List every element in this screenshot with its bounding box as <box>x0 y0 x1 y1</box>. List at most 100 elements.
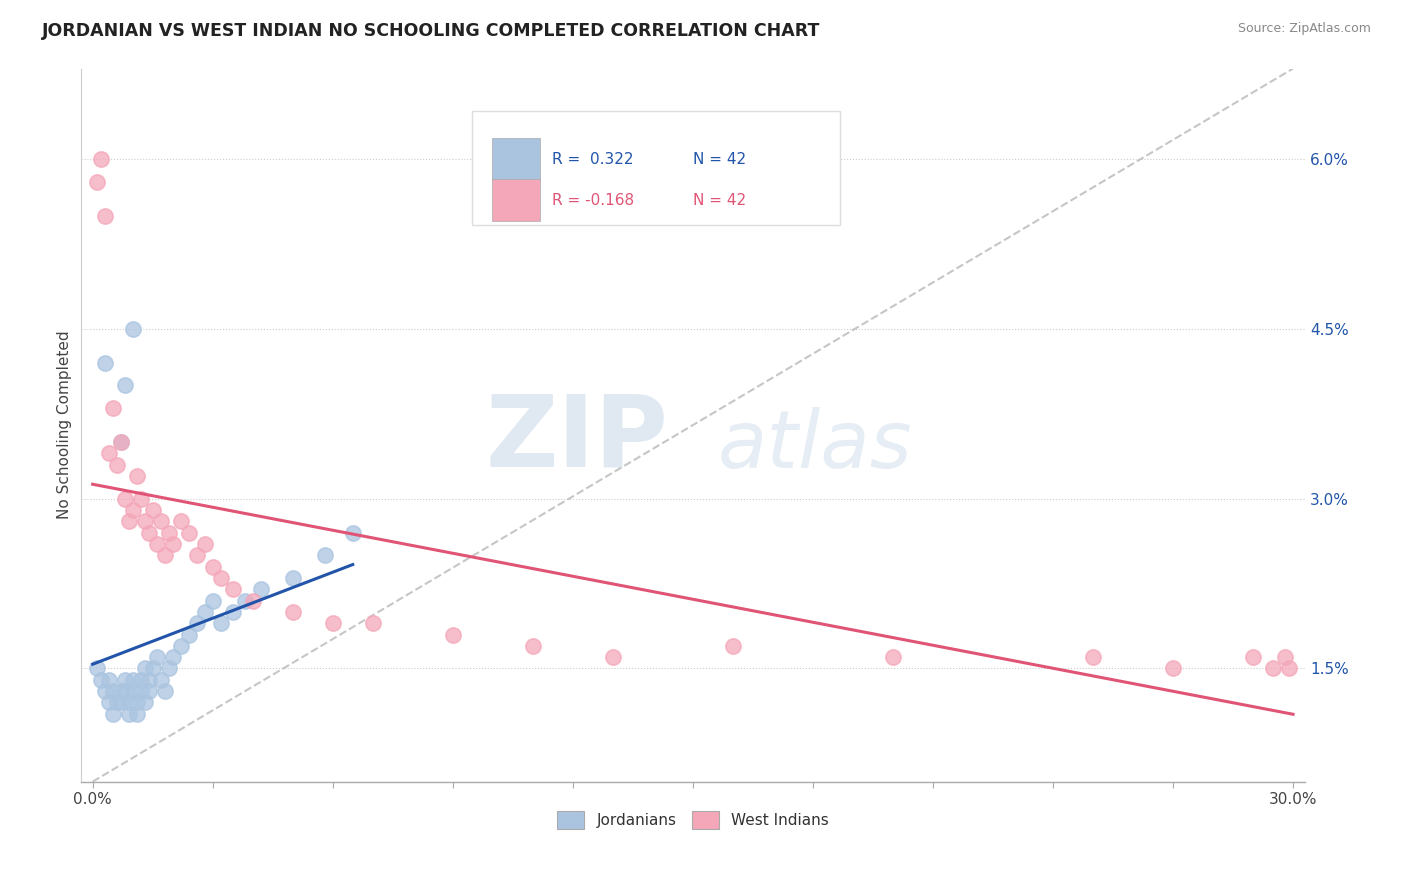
Point <box>157 661 180 675</box>
Point <box>249 582 271 597</box>
Point <box>153 684 176 698</box>
Text: N = 42: N = 42 <box>693 193 747 208</box>
Point <box>93 684 115 698</box>
Point <box>149 673 172 687</box>
Point <box>281 571 304 585</box>
Point <box>134 514 156 528</box>
Point <box>314 548 336 562</box>
Point <box>129 684 152 698</box>
Point <box>118 695 141 709</box>
Legend: Jordanians, West Indians: Jordanians, West Indians <box>551 805 835 835</box>
Point <box>97 673 120 687</box>
Point <box>1081 650 1104 665</box>
Point <box>129 491 152 506</box>
Point <box>138 525 160 540</box>
Point <box>177 627 200 641</box>
Point <box>194 605 217 619</box>
Point <box>177 525 200 540</box>
Point <box>105 695 128 709</box>
Point <box>138 673 160 687</box>
Point <box>110 684 132 698</box>
Point <box>142 503 165 517</box>
Point <box>121 322 143 336</box>
Point <box>93 356 115 370</box>
Point <box>233 593 256 607</box>
Point <box>242 593 264 607</box>
Point <box>118 514 141 528</box>
FancyBboxPatch shape <box>492 138 540 180</box>
Point <box>1261 661 1284 675</box>
Point <box>145 537 167 551</box>
Point <box>114 378 136 392</box>
Point <box>93 209 115 223</box>
Point <box>118 706 141 721</box>
Point <box>90 152 112 166</box>
Point <box>209 616 232 631</box>
Point <box>121 503 143 517</box>
Point <box>125 695 148 709</box>
Point <box>157 525 180 540</box>
Point <box>134 661 156 675</box>
Point <box>101 706 124 721</box>
Point <box>121 673 143 687</box>
Point <box>114 673 136 687</box>
Point <box>361 616 384 631</box>
Point <box>522 639 544 653</box>
Text: atlas: atlas <box>717 408 912 485</box>
Point <box>602 650 624 665</box>
Point <box>170 514 193 528</box>
Point <box>105 458 128 472</box>
Point <box>441 627 464 641</box>
Point <box>110 435 132 450</box>
Point <box>162 537 184 551</box>
Point <box>322 616 344 631</box>
Text: R = -0.168: R = -0.168 <box>553 193 634 208</box>
Text: ZIP: ZIP <box>485 391 668 488</box>
Point <box>1278 661 1301 675</box>
Point <box>101 401 124 416</box>
Point <box>129 673 152 687</box>
Point <box>134 695 156 709</box>
Point <box>342 525 364 540</box>
Point <box>86 175 108 189</box>
Point <box>1274 650 1296 665</box>
Y-axis label: No Schooling Completed: No Schooling Completed <box>58 331 72 519</box>
Point <box>101 684 124 698</box>
Point <box>201 559 224 574</box>
Point <box>97 446 120 460</box>
Point <box>170 639 193 653</box>
Point <box>162 650 184 665</box>
Point <box>1241 650 1264 665</box>
Point <box>194 537 217 551</box>
Point <box>97 695 120 709</box>
Point <box>90 673 112 687</box>
Point <box>222 605 245 619</box>
Point <box>121 684 143 698</box>
Point <box>114 684 136 698</box>
Point <box>222 582 245 597</box>
Point <box>145 650 167 665</box>
Text: R =  0.322: R = 0.322 <box>553 152 634 167</box>
Text: JORDANIAN VS WEST INDIAN NO SCHOOLING COMPLETED CORRELATION CHART: JORDANIAN VS WEST INDIAN NO SCHOOLING CO… <box>42 22 821 40</box>
Point <box>138 684 160 698</box>
Point <box>153 548 176 562</box>
Point <box>721 639 744 653</box>
Point <box>186 616 208 631</box>
Point <box>86 661 108 675</box>
Point <box>882 650 904 665</box>
Text: N = 42: N = 42 <box>693 152 747 167</box>
Point <box>125 469 148 483</box>
FancyBboxPatch shape <box>492 179 540 221</box>
Point <box>201 593 224 607</box>
Point <box>209 571 232 585</box>
FancyBboxPatch shape <box>472 112 839 226</box>
Point <box>125 706 148 721</box>
Text: Source: ZipAtlas.com: Source: ZipAtlas.com <box>1237 22 1371 36</box>
Point <box>114 491 136 506</box>
Point <box>281 605 304 619</box>
Point <box>1161 661 1184 675</box>
Point <box>142 661 165 675</box>
Point <box>186 548 208 562</box>
Point <box>110 435 132 450</box>
Point <box>149 514 172 528</box>
